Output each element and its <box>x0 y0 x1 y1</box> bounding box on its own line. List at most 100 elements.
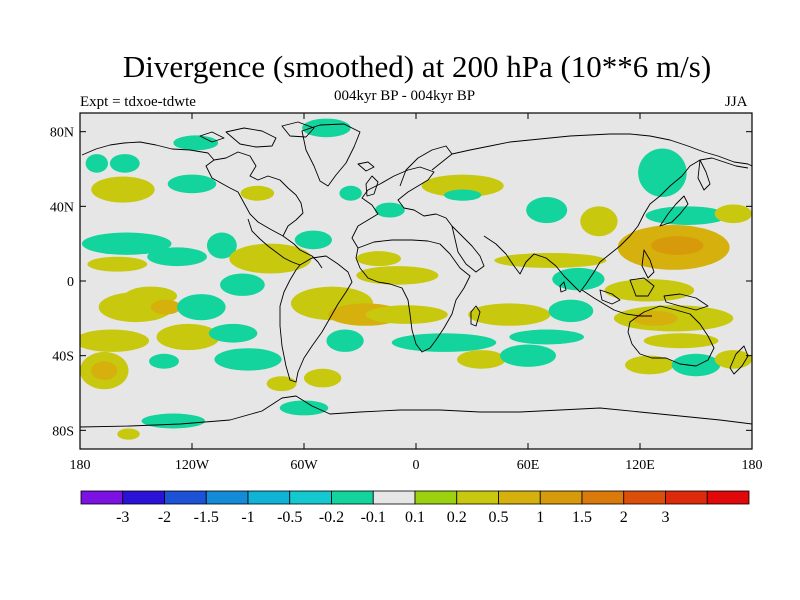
colorbar-swatch <box>331 490 374 505</box>
coastline-new-guinea <box>663 293 709 311</box>
colorbar-label: 0.2 <box>447 509 467 526</box>
field-contour-cyan <box>548 299 594 323</box>
field-contour-yellow-green <box>468 303 551 326</box>
colorbar-swatch <box>623 490 666 505</box>
coastline-africa <box>355 239 471 353</box>
field-contour-cyan <box>326 329 364 352</box>
field-contour-cyan <box>645 206 728 226</box>
field-contour-yellow-green <box>304 368 342 388</box>
coastline-britain <box>365 175 379 197</box>
coastline-madagascar <box>470 305 481 327</box>
lon-tick-label: 0 <box>413 458 420 473</box>
field-contour-orange <box>651 236 704 255</box>
field-contour-cyan <box>671 353 721 377</box>
lon-tick-label: 180 <box>70 458 91 473</box>
field-contour-cyan <box>294 230 333 250</box>
colorbar-swatch <box>498 490 541 505</box>
coastlines <box>80 121 752 428</box>
divergence-field <box>80 118 752 440</box>
lon-tick-label: 60E <box>517 458 540 473</box>
colorbar-swatch <box>164 490 207 505</box>
coastline-antarctica <box>80 395 752 428</box>
field-contour-cyan <box>509 329 584 345</box>
field-contour-cyan <box>81 232 172 255</box>
colorbar-label: 2 <box>620 509 628 526</box>
field-contour-cyan <box>374 202 405 218</box>
field-contour-yellow-green <box>266 376 297 392</box>
field-contour-cyan <box>109 154 140 173</box>
field-contour-cyan <box>208 323 258 343</box>
lon-tick-label: 120E <box>625 458 655 473</box>
field-contour-cyan <box>638 148 687 197</box>
coastline-alaska-canada <box>81 141 323 269</box>
field-contour-cyan <box>167 174 217 194</box>
colorbar-label: -0.2 <box>319 509 344 526</box>
field-contour-cyan <box>220 273 265 296</box>
field-contour-cyan <box>141 413 206 429</box>
coastline-japan <box>659 195 689 227</box>
coastline-scandinavia <box>399 145 453 187</box>
coastline-central-america <box>247 218 301 266</box>
field-contour-cyan <box>391 333 497 352</box>
experiment-label: Expt = tdxoe-tdwte <box>80 94 196 110</box>
field-contour-yellow-green <box>457 350 506 369</box>
colorbar-label: -1.5 <box>194 509 219 526</box>
field-contour-cyan <box>147 247 207 267</box>
colorbar-swatch <box>706 490 750 505</box>
coastline-south-america <box>279 255 353 383</box>
field-contour-yellow-green <box>625 355 674 375</box>
field-contour-yellow-green <box>421 174 504 197</box>
colorbar-label: 1.5 <box>572 509 592 526</box>
colorbar-swatch <box>289 490 332 505</box>
coastline-hudson-labrador <box>213 151 304 237</box>
colorbar-swatch <box>247 490 291 505</box>
coastline-arabia <box>451 225 485 273</box>
field-contour-cyan <box>149 353 179 369</box>
field-contour-yellow-green <box>714 204 752 224</box>
field-contour-yellow-green <box>494 253 607 268</box>
coastline-philippines <box>641 249 655 279</box>
field-contour-cyan <box>339 185 362 201</box>
lat-tick-label: 0 <box>67 275 74 290</box>
colorbar: -3 -2 -1.5 -1 -0.5 -0.2 -0.1 0.1 0.2 0.5 1 1.5 2 3 <box>80 490 750 526</box>
axis-ticks: 80N 40N 0 40S 80S 180 120W 60W 0 60E 120E 180 <box>50 113 763 473</box>
field-contour-yellow-green <box>604 279 695 302</box>
field-contour-cyan <box>206 232 237 259</box>
field-contour-cyan <box>444 189 482 201</box>
coastline-siberia <box>451 133 752 167</box>
field-contour-cyan <box>85 154 109 173</box>
colorbar-label: -2 <box>158 509 171 526</box>
field-contour-gold <box>632 310 678 326</box>
field-contour-cyan <box>279 400 329 416</box>
plot-title: Divergence (smoothed) at 200 hPa (10**6 … <box>122 49 712 84</box>
field-contour-yellow-green <box>229 243 312 274</box>
lat-tick-label: 80S <box>52 424 74 439</box>
coastline-greenland <box>301 123 361 187</box>
coastline-kamchatka <box>697 159 711 191</box>
coastline-asia-south <box>483 195 661 293</box>
field-contour-cyan <box>552 267 605 291</box>
field-contour-yellow-green <box>356 251 402 267</box>
coastline-iceland <box>357 161 375 172</box>
colorbar-swatch <box>539 490 583 505</box>
colorbar-label: 0.1 <box>405 509 425 526</box>
field-contour-yellow-green <box>117 428 140 440</box>
field-contour-yellow-green <box>356 266 439 285</box>
lon-tick-label: 60W <box>290 458 318 473</box>
field-contour-cyan <box>177 294 226 321</box>
field-contour-yellow-green <box>87 256 148 272</box>
coastline-sri-lanka <box>559 281 567 293</box>
colorbar-swatch <box>665 490 708 505</box>
colorbar-swatch <box>122 490 165 505</box>
colorbar-swatch <box>372 490 416 505</box>
field-contour-cyan <box>500 344 556 367</box>
lon-tick-label: 120W <box>175 458 210 473</box>
period-label: 004kyr BP - 004kyr BP <box>334 88 476 104</box>
coastline-australia <box>627 305 715 367</box>
coastline-new-zealand <box>729 345 749 375</box>
season-label: JJA <box>725 94 748 110</box>
field-contour-yellow-green <box>643 333 719 349</box>
field-contour-yellow-green <box>365 305 448 324</box>
colorbar-swatch <box>581 490 625 505</box>
